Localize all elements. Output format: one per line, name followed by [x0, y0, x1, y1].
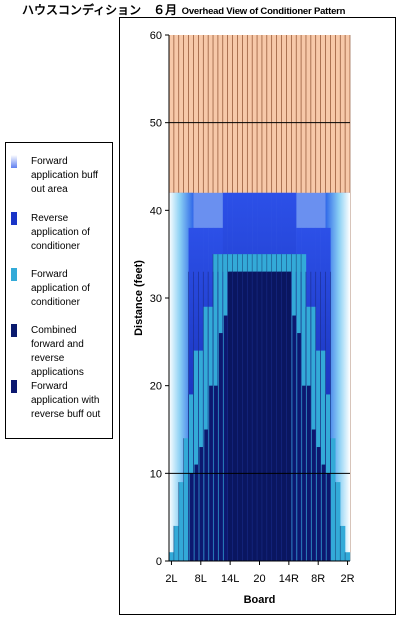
- forward-application-bar: [335, 482, 341, 561]
- legend-label-combined: Combined forward and reverse application…: [31, 325, 84, 378]
- combined-application-bar: [276, 271, 282, 561]
- plot-frame: [119, 17, 396, 615]
- forward-application-bar: [330, 438, 336, 561]
- chart-title-jp: ハウスコンディション ６月: [22, 3, 178, 17]
- y-tick-label: 30: [150, 293, 162, 305]
- y-tick-label: 50: [150, 118, 162, 130]
- legend-label-buff-out: Forward application buff out area: [31, 156, 99, 195]
- chart-title: ハウスコンディション ６月 Overhead View of Condition…: [22, 1, 345, 19]
- forward-reverse-buff-bar: [311, 429, 316, 561]
- forward-application-bar: [173, 525, 179, 561]
- legend-swatch-buff-out: [11, 155, 17, 168]
- x-tick-label: 20: [253, 573, 265, 585]
- combined-application-bar: [252, 271, 258, 561]
- forward-reverse-buff-bar: [204, 429, 209, 561]
- legend-label-forward: Forward application of conditioner: [31, 269, 90, 308]
- combined-application-bar: [242, 271, 248, 561]
- x-tick-label: 8R: [311, 573, 325, 585]
- x-tick-label: 14L: [221, 573, 239, 585]
- forward-reverse-buff-bar: [189, 473, 194, 561]
- x-tick-label: 8L: [195, 573, 207, 585]
- x-tick-label: 2L: [165, 573, 177, 585]
- y-tick-label: 10: [150, 468, 162, 480]
- forward-application-bar: [340, 525, 346, 561]
- forward-reverse-buff-bar: [297, 333, 302, 561]
- legend-swatch-combined: [11, 324, 17, 337]
- combined-application-bar: [227, 271, 233, 561]
- forward-reverse-buff-bar: [326, 473, 331, 561]
- chart-legend: Forward application buff out area Revers…: [5, 142, 113, 439]
- forward-reverse-buff-bar: [223, 315, 228, 561]
- y-tick-label: 20: [150, 381, 162, 393]
- y-tick-label: 40: [150, 205, 162, 217]
- forward-application-bar: [320, 350, 326, 561]
- combined-application-bar: [281, 271, 287, 561]
- forward-reverse-buff-bar: [199, 447, 204, 561]
- combined-application-bar: [237, 271, 243, 561]
- combined-application-bar: [266, 271, 272, 561]
- y-tick-label: 60: [150, 30, 162, 42]
- forward-application-bar: [169, 552, 175, 561]
- forward-reverse-buff-bar: [194, 464, 199, 561]
- combined-application-bar: [261, 271, 268, 561]
- forward-application-bar: [193, 350, 199, 561]
- forward-reverse-buff-bar: [321, 464, 326, 561]
- y-axis-title: Distance (feet): [133, 260, 145, 336]
- chart-title-en: Overhead View of Conditioner Pattern: [181, 6, 346, 17]
- legend-label-reverse: Reverse application of conditioner: [31, 213, 90, 252]
- forward-application-bar: [178, 482, 184, 561]
- forward-application-bar: [345, 552, 351, 561]
- combined-application-bar: [257, 271, 263, 561]
- legend-swatch-reverse: [11, 212, 17, 225]
- legend-swatch-forward-reverse-buff: [11, 380, 17, 393]
- legend-label-forward-reverse-buff: Forward application with reverse buff ou…: [31, 381, 101, 420]
- legend-swatch-forward: [11, 268, 17, 281]
- combined-application-bar: [286, 271, 292, 561]
- forward-reverse-buff-bar: [292, 315, 297, 561]
- combined-application-bar: [247, 271, 253, 561]
- x-axis-title: Board: [244, 594, 276, 606]
- x-tick-label: 2R: [341, 573, 355, 585]
- forward-reverse-buff-bar: [316, 447, 321, 561]
- forward-application-bar: [183, 438, 189, 561]
- combined-application-bar: [271, 271, 277, 561]
- x-tick-label: 14R: [279, 573, 299, 585]
- combined-application-bar: [232, 271, 238, 561]
- forward-reverse-buff-bar: [218, 333, 223, 561]
- y-tick-label: 0: [156, 556, 162, 568]
